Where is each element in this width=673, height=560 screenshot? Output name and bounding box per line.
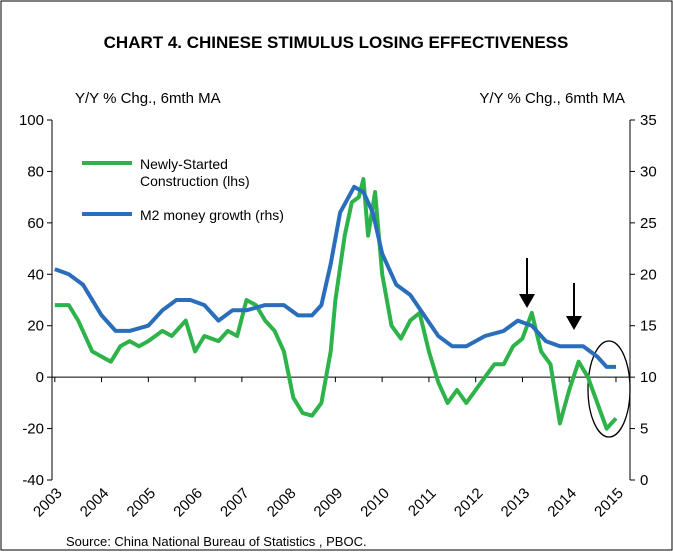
y2-tick-label: 0 [640,472,648,489]
x-tick-label: 2007 [217,485,253,521]
legend-label: M2 money growth (rhs) [140,207,284,223]
y-tick-label: 60 [27,215,44,232]
y-tick-label: 80 [27,163,44,180]
y-tick-label: 20 [27,318,44,335]
y2-tick-label: 25 [640,215,657,232]
y2-axis-label: Y/Y % Chg., 6mth MA [479,90,625,107]
y-tick-label: -20 [22,421,44,438]
x-tick-label: 2013 [498,485,534,521]
y-axis-label: Y/Y % Chg., 6mth MA [75,90,221,107]
series-line [54,184,616,369]
x-tick-label: 2012 [451,485,487,521]
y-tick-label: 0 [36,369,44,386]
x-tick-label: 2011 [405,485,440,520]
legend-label: Newly-Started Construction (lhs) [140,156,250,189]
y2-tick-label: 30 [640,163,657,180]
y-tick-label: -40 [22,472,44,489]
chart-title: CHART 4. CHINESE STIMULUS LOSING EFFECTI… [104,33,569,52]
source: Source: China National Bureau of Statist… [66,534,367,549]
x-tick-label: 2014 [544,485,580,521]
y2-tick-label: 20 [640,266,657,283]
x-tick-label: 2003 [30,485,66,521]
y2-tick-label: 35 [640,112,657,129]
x-tick-label: 2006 [170,485,206,521]
x-tick-label: 2008 [264,485,300,521]
x-tick-label: 2004 [77,485,113,521]
y2-tick-label: 15 [640,318,657,335]
x-tick-label: 2010 [357,485,393,521]
y-tick-label: 40 [27,266,44,283]
x-tick-label: 2009 [311,485,347,521]
y2-tick-label: 10 [640,369,657,386]
y2-tick-label: 5 [640,421,648,438]
x-tick-label: 2005 [124,485,160,521]
y-tick-label: 100 [19,112,44,129]
x-tick-label: 2015 [591,485,627,521]
series-line [54,177,618,431]
